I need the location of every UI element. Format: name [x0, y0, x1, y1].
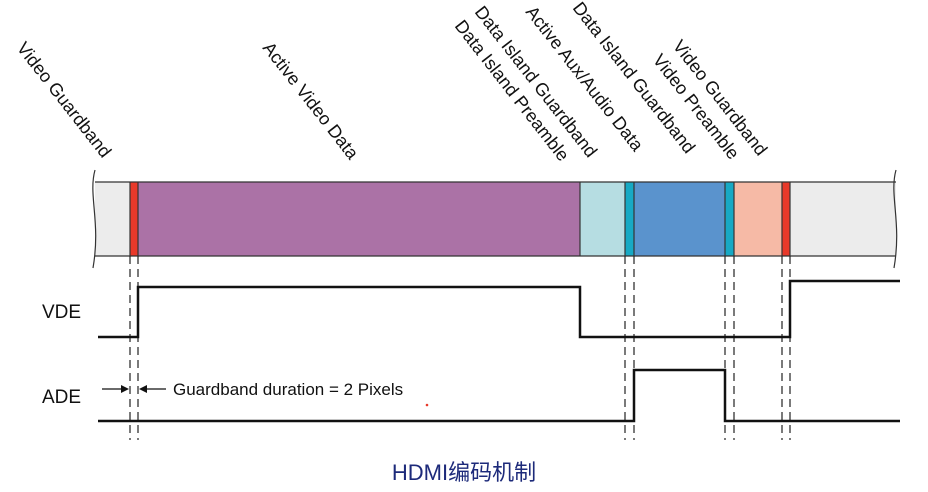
torn-edge-left	[92, 169, 97, 269]
vde-label: VDE	[42, 302, 81, 323]
video-guardband-right-segment	[782, 182, 790, 256]
ade-waveform	[98, 368, 900, 423]
vde-waveform	[98, 279, 900, 339]
ade-label: ADE	[42, 387, 81, 408]
active-video-data-label: Active Video Data	[259, 38, 363, 164]
video-guardband-left-segment	[130, 182, 138, 256]
guardband-duration-annotation: Guardband duration = 2 Pixels	[173, 380, 403, 399]
data-island-guardband-1-segment	[625, 182, 634, 256]
active-video-data-segment	[138, 182, 580, 256]
blank-left-segment	[95, 182, 130, 256]
period-bar	[92, 169, 898, 269]
active-aux-audio-data-segment	[634, 182, 725, 256]
guardband-duration-marker	[102, 385, 166, 393]
stray-dot	[425, 403, 429, 407]
diagram-caption: HDMI编码机制	[391, 460, 537, 485]
torn-edge-right	[893, 169, 898, 269]
video-preamble-segment	[734, 182, 782, 256]
dashed-guides	[129, 256, 791, 440]
video-guardband-left-label: Video Guardband	[13, 38, 115, 161]
blank-right-segment	[790, 182, 896, 256]
data-island-guardband-2-segment	[725, 182, 734, 256]
data-island-preamble-segment	[580, 182, 625, 256]
